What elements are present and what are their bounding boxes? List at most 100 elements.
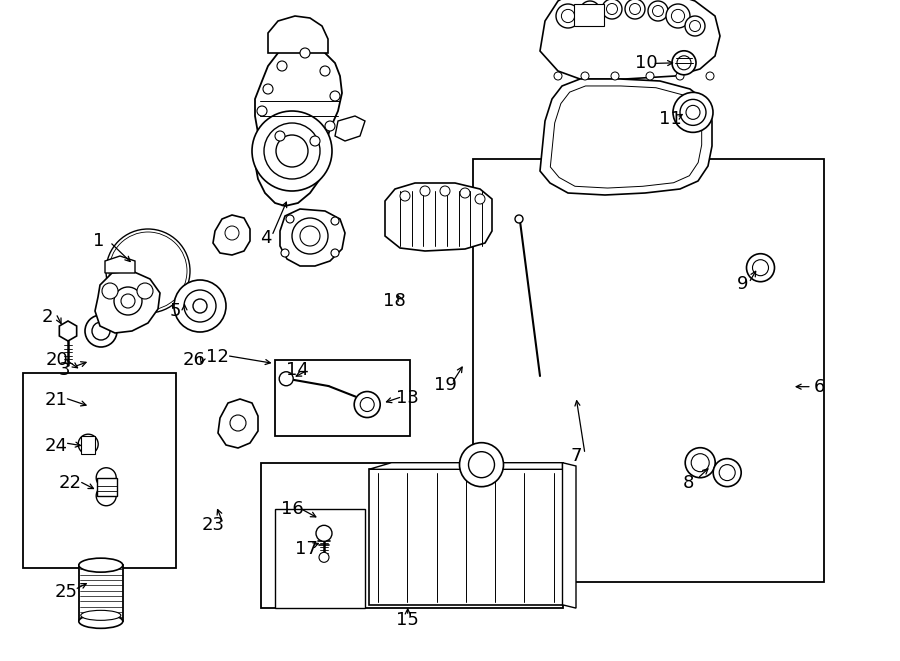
Circle shape bbox=[281, 249, 289, 257]
Circle shape bbox=[686, 105, 700, 120]
Polygon shape bbox=[95, 271, 160, 333]
Bar bbox=[22, 373, 176, 568]
Polygon shape bbox=[280, 209, 345, 266]
Circle shape bbox=[114, 237, 182, 305]
Circle shape bbox=[652, 5, 663, 17]
Circle shape bbox=[666, 4, 690, 28]
Circle shape bbox=[719, 465, 735, 481]
Circle shape bbox=[275, 131, 285, 141]
Circle shape bbox=[355, 391, 380, 418]
Circle shape bbox=[184, 290, 216, 322]
Circle shape bbox=[680, 99, 706, 126]
Circle shape bbox=[689, 20, 700, 32]
Polygon shape bbox=[540, 0, 720, 79]
Circle shape bbox=[122, 245, 174, 297]
Text: 24: 24 bbox=[44, 437, 68, 455]
Circle shape bbox=[137, 283, 153, 299]
Circle shape bbox=[316, 525, 332, 541]
Polygon shape bbox=[255, 43, 342, 206]
Circle shape bbox=[676, 72, 684, 80]
Circle shape bbox=[96, 486, 116, 506]
Text: 17: 17 bbox=[294, 539, 318, 558]
Circle shape bbox=[554, 72, 562, 80]
Text: 6: 6 bbox=[814, 377, 824, 396]
Bar bbox=[261, 463, 562, 608]
Circle shape bbox=[460, 443, 503, 486]
Circle shape bbox=[400, 191, 410, 201]
Bar bbox=[369, 469, 562, 605]
Polygon shape bbox=[540, 79, 712, 195]
Text: 9: 9 bbox=[737, 275, 748, 293]
Polygon shape bbox=[105, 256, 135, 273]
Circle shape bbox=[121, 294, 135, 308]
Circle shape bbox=[360, 397, 374, 412]
Circle shape bbox=[106, 229, 190, 313]
Bar bbox=[274, 360, 410, 436]
Circle shape bbox=[706, 72, 714, 80]
Circle shape bbox=[276, 135, 308, 167]
Polygon shape bbox=[550, 86, 702, 188]
Circle shape bbox=[277, 61, 287, 71]
Circle shape bbox=[460, 188, 470, 198]
Circle shape bbox=[78, 434, 98, 454]
Text: 13: 13 bbox=[396, 389, 419, 407]
Circle shape bbox=[120, 243, 176, 299]
Text: 11: 11 bbox=[659, 110, 682, 128]
Circle shape bbox=[286, 215, 294, 223]
Circle shape bbox=[611, 72, 619, 80]
Circle shape bbox=[331, 217, 339, 225]
Circle shape bbox=[685, 447, 716, 478]
Circle shape bbox=[475, 194, 485, 204]
Circle shape bbox=[92, 322, 110, 340]
Text: 19: 19 bbox=[434, 375, 457, 394]
Text: 20: 20 bbox=[45, 351, 68, 369]
Circle shape bbox=[264, 123, 320, 179]
Text: 22: 22 bbox=[58, 473, 82, 492]
Circle shape bbox=[685, 16, 705, 36]
Circle shape bbox=[691, 453, 709, 472]
Bar bbox=[574, 4, 604, 26]
Text: 21: 21 bbox=[44, 391, 68, 409]
Text: 26: 26 bbox=[183, 351, 206, 369]
Circle shape bbox=[112, 235, 184, 307]
Bar bbox=[97, 478, 117, 496]
Circle shape bbox=[602, 0, 622, 19]
Polygon shape bbox=[562, 463, 576, 608]
Polygon shape bbox=[59, 321, 76, 341]
Circle shape bbox=[310, 136, 320, 146]
Circle shape bbox=[584, 5, 596, 17]
Circle shape bbox=[117, 240, 179, 302]
Circle shape bbox=[646, 72, 654, 80]
Circle shape bbox=[440, 186, 450, 196]
Ellipse shape bbox=[79, 558, 122, 572]
Circle shape bbox=[556, 4, 580, 28]
Text: 18: 18 bbox=[382, 292, 406, 310]
Circle shape bbox=[252, 111, 332, 191]
Circle shape bbox=[320, 66, 330, 76]
Circle shape bbox=[225, 226, 239, 240]
Circle shape bbox=[671, 9, 685, 22]
Circle shape bbox=[193, 299, 207, 313]
Text: 1: 1 bbox=[94, 232, 104, 251]
Circle shape bbox=[300, 48, 310, 58]
Text: 3: 3 bbox=[59, 361, 70, 379]
Circle shape bbox=[469, 451, 494, 478]
Text: 16: 16 bbox=[281, 500, 304, 518]
Text: 15: 15 bbox=[396, 611, 419, 629]
Circle shape bbox=[292, 218, 328, 254]
Circle shape bbox=[629, 3, 641, 15]
Text: 4: 4 bbox=[260, 229, 271, 247]
Circle shape bbox=[677, 56, 691, 70]
Circle shape bbox=[85, 315, 117, 347]
Circle shape bbox=[673, 93, 713, 132]
Polygon shape bbox=[369, 463, 562, 469]
Polygon shape bbox=[218, 399, 258, 448]
Circle shape bbox=[672, 51, 696, 75]
Text: 8: 8 bbox=[683, 473, 694, 492]
Polygon shape bbox=[385, 183, 492, 251]
Circle shape bbox=[174, 280, 226, 332]
Circle shape bbox=[300, 226, 320, 246]
Text: 2: 2 bbox=[42, 308, 53, 327]
Circle shape bbox=[580, 1, 600, 21]
Circle shape bbox=[562, 9, 574, 22]
